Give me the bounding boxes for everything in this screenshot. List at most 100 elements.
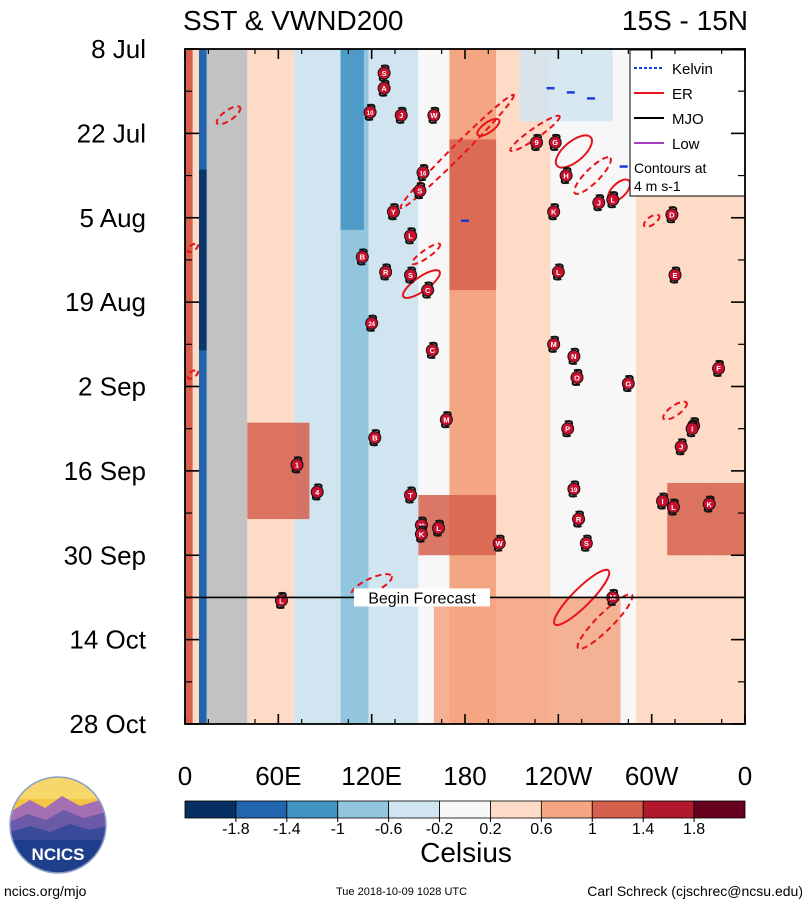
x-tick-label: 60W <box>625 761 679 791</box>
storm-label: J <box>597 198 601 207</box>
storm-symbol <box>530 135 544 149</box>
storm-symbol <box>377 81 391 95</box>
storm-symbol <box>427 108 441 122</box>
storm-symbol <box>404 268 418 282</box>
colorbar-swatch <box>540 800 593 819</box>
y-tick-label: 14 Oct <box>69 625 146 655</box>
storm-marker: L <box>666 498 680 516</box>
forecast-label: Begin Forecast <box>368 590 476 607</box>
storm-marker: S <box>404 266 418 284</box>
logo-text: NCICS <box>32 845 85 864</box>
colorbar-tick-label: 1.8 <box>683 821 705 838</box>
storm-marker: C <box>421 281 435 299</box>
storm-marker: S <box>579 534 593 552</box>
sst-band <box>247 49 294 724</box>
storm-symbol <box>674 440 688 454</box>
storm-label: B <box>372 434 378 443</box>
chart-title-left: SST & VWND200 <box>183 5 403 36</box>
storm-label: G <box>625 379 631 388</box>
storm-marker: 9 <box>530 133 544 151</box>
storm-label: Y <box>391 208 396 217</box>
storm-symbol <box>363 105 377 119</box>
footer-url: ncics.org/mjo <box>4 883 87 899</box>
er-contour <box>399 93 515 210</box>
storm-label: L <box>556 268 561 277</box>
storm-label: L <box>408 232 413 241</box>
y-tick-label: 16 Sep <box>64 456 146 486</box>
colorbar-swatch <box>388 800 440 819</box>
er-contour <box>642 213 661 228</box>
storm-symbol <box>425 343 439 357</box>
storm-label: L <box>671 503 676 512</box>
legend-label-mjo: MJO <box>672 111 704 128</box>
storm-label: K <box>419 530 425 539</box>
storm-marker: C <box>425 341 439 359</box>
sst-patch <box>247 422 310 520</box>
storm-marker: 1 <box>290 456 304 474</box>
storm-label: W <box>496 539 504 548</box>
storm-marker: P <box>561 420 575 438</box>
storm-label: 10 <box>367 111 374 117</box>
storm-label: S <box>408 271 413 280</box>
storm-symbol <box>712 361 726 375</box>
storm-markers: SA10JW9G16HSJLKYDLBRSLEC24MNCFOGMPHIBJ14… <box>274 64 726 610</box>
storm-label: R <box>383 268 389 277</box>
storm-marker: N <box>567 347 581 365</box>
er-contour <box>476 117 501 137</box>
storm-symbol <box>394 108 408 122</box>
storm-label: S <box>584 539 589 548</box>
legend-label-low: Low <box>672 136 700 153</box>
storm-symbol <box>551 265 565 279</box>
storm-marker: E <box>668 266 682 284</box>
er-contour <box>554 134 593 169</box>
storm-marker: I <box>656 492 670 510</box>
storm-symbol <box>547 337 561 351</box>
storm-marker: A <box>377 79 391 97</box>
storm-label: T <box>408 491 413 500</box>
storm-marker: B <box>368 429 382 447</box>
storm-marker: G <box>621 374 635 393</box>
storm-symbol <box>656 494 670 508</box>
storm-marker: M <box>547 335 561 353</box>
er-contour <box>573 156 612 195</box>
colorbar-swatch <box>439 800 491 819</box>
storm-symbol <box>606 193 620 207</box>
storm-symbol <box>567 349 581 363</box>
colorbar-tick-label: 0.6 <box>530 821 552 838</box>
storm-symbol <box>432 521 446 535</box>
storm-marker: O <box>570 368 584 387</box>
storm-symbol <box>310 485 324 499</box>
storm-label: 19 <box>571 488 578 494</box>
x-tick-label: 180 <box>443 761 486 791</box>
y-tick-label: 2 Sep <box>78 372 146 402</box>
storm-label: B <box>360 253 366 262</box>
storm-marker: M <box>439 411 453 429</box>
colorbar-tick-label: 1.4 <box>632 821 654 838</box>
storm-symbol <box>290 458 304 472</box>
storm-label: L <box>610 195 615 204</box>
sst-band <box>368 49 419 724</box>
colorbar-label: Celsius <box>420 837 512 868</box>
storm-marker: 19 <box>567 480 581 498</box>
sst-patch <box>519 49 613 122</box>
legend-label-kelvin: Kelvin <box>672 61 713 78</box>
sst-band <box>199 49 207 724</box>
legend-note-line1: Contours at <box>634 160 706 176</box>
colorbar-swatch <box>337 800 390 819</box>
storm-marker: J <box>674 438 688 456</box>
storm-symbol <box>592 196 606 210</box>
storm-label: L <box>279 596 284 605</box>
storm-symbol <box>559 169 573 183</box>
colorbar-tick-label: -0.6 <box>375 821 403 838</box>
colorbar-swatch <box>235 800 288 819</box>
storm-marker: W <box>427 106 441 124</box>
storm-symbol <box>666 500 680 514</box>
colorbar-tick-label: 0.2 <box>479 821 501 838</box>
sst-patch <box>418 494 497 556</box>
chart-title-right: 15S - 15N <box>622 5 748 36</box>
storm-symbol <box>355 250 369 264</box>
colorbar-tick-label: -1.4 <box>273 821 301 838</box>
y-tick-label: 28 Oct <box>69 709 146 739</box>
storm-label: I <box>691 424 693 433</box>
